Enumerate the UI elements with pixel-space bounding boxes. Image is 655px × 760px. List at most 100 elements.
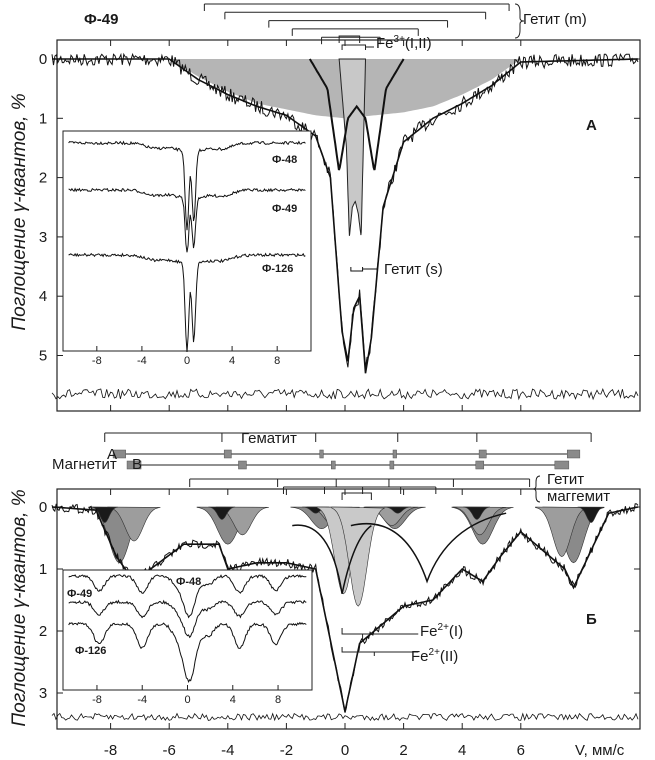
x-tick-label: -8 — [104, 742, 117, 759]
y-tick-label: 1 — [39, 561, 47, 578]
fe3-doublet-line — [308, 58, 405, 171]
x-tick-label: -2 — [280, 742, 293, 759]
goethite-s-bracket — [350, 267, 364, 272]
inset-series-label: Ф-126 — [262, 263, 293, 275]
goethite-line — [350, 512, 507, 584]
magnetite-block — [392, 449, 397, 459]
maghemite-bracket — [341, 492, 372, 500]
goethite-s-label: Гетит (s) — [384, 261, 443, 278]
inset-x-tick-label: -4 — [137, 355, 147, 367]
goethite-m-brace — [514, 3, 525, 39]
fe2-brackets — [341, 628, 419, 656]
magnetite-b-peak — [107, 506, 161, 542]
y-tick-label: 3 — [39, 685, 47, 702]
inset-x-tick-label: -8 — [92, 355, 102, 367]
fit-envelope-a — [52, 58, 639, 374]
y-axis-label-a: Поглощение γ-квантов, % — [9, 93, 30, 330]
inset-x-tick-label: -8 — [92, 694, 102, 706]
plot-frame-a — [56, 39, 641, 412]
inset-x-tick-label: 4 — [229, 355, 235, 367]
experimental-data-a — [51, 52, 639, 368]
fe2-i-label: Fe2+(I) — [420, 622, 463, 640]
x-tick-label: 6 — [517, 742, 525, 759]
hematite-peak — [208, 506, 236, 520]
inset-x-tick-label: 8 — [275, 694, 281, 706]
inset-series-label: Ф-126 — [75, 645, 106, 657]
inset-spectrum — [68, 599, 307, 639]
x-tick-label: 0 — [341, 742, 349, 759]
magnetite-block — [238, 460, 247, 470]
inset-x-tick-label: 8 — [274, 355, 280, 367]
panel-label-a: A — [586, 117, 597, 134]
goethite-b-label: Гетит — [547, 471, 584, 488]
goethite-s-area — [338, 58, 367, 236]
hematite-peak — [91, 506, 118, 523]
fe2-ii-peak — [331, 506, 385, 607]
legend-b — [104, 432, 592, 503]
magnetite-a-label: A — [107, 446, 117, 463]
magnetite-label: Магнетит — [52, 456, 117, 473]
inset-spectrum — [68, 140, 306, 231]
x-tick-label: -4 — [221, 742, 234, 759]
panel-label-b: Б — [586, 611, 597, 628]
x-tick-label: 4 — [458, 742, 466, 759]
magnetite-block — [478, 449, 487, 459]
inset-spectrum — [68, 574, 307, 619]
maghemite-label: маггемит — [547, 488, 610, 505]
inset-series-label: Ф-49 — [272, 203, 297, 215]
fe2-ii-label: Fe2+(II) — [411, 647, 458, 665]
hematite-peak — [577, 506, 605, 523]
y-tick-label: 0 — [39, 499, 47, 516]
hematite-peak — [463, 506, 491, 520]
x-tick-label: -6 — [163, 742, 176, 759]
x-axis: -8 -6 -4 -2 0 2 4 6 — [104, 40, 525, 759]
inset-spectrum — [68, 187, 306, 253]
inset-x-tick-label: -4 — [137, 694, 147, 706]
y-tick-label: 0 — [39, 51, 47, 68]
y-tick-label: 3 — [39, 229, 47, 246]
magnetite-block — [475, 460, 485, 470]
magnetite-block — [126, 460, 142, 470]
magnetite-block — [554, 460, 570, 470]
fe2-doublet-line — [292, 524, 372, 594]
y-tick-label: 4 — [39, 288, 47, 305]
magnetite-block — [223, 449, 232, 459]
magnetite-block — [112, 449, 126, 459]
spectrum-a — [51, 52, 639, 401]
sample-label-f49: Ф-49 — [84, 11, 118, 28]
magnetite-block — [389, 460, 395, 470]
y-tick-label: 5 — [39, 348, 47, 365]
magnetite-b-peak — [453, 506, 507, 536]
inset-series-label: Ф-48 — [272, 154, 297, 166]
inset-series-label: Ф-48 — [176, 576, 201, 588]
inset-frame — [62, 130, 312, 352]
y-tick-label: 2 — [39, 623, 47, 640]
inset-spectrum — [68, 252, 306, 353]
x-axis-label: V, мм/с — [575, 742, 625, 759]
fe3-bracket — [338, 35, 374, 50]
inset-b: -8 -4 0 4 8 Ф-49 Ф-48 Ф-126 — [62, 569, 313, 706]
spectrum-b — [51, 503, 639, 722]
magnetite-block — [319, 449, 324, 459]
inset-x-tick-label: 4 — [230, 694, 236, 706]
inset-a: -8 -4 0 4 8 Ф-48 Ф-49 Ф-126 — [62, 130, 312, 367]
x-tick-label: 2 — [399, 742, 407, 759]
goethite-m-label: Гетит (m) — [523, 11, 587, 28]
inset-series-label: Ф-49 — [67, 588, 92, 600]
residual-b — [51, 712, 639, 722]
plot-frame-b — [56, 488, 641, 730]
goethite-m-stick-lines — [203, 3, 525, 50]
y-axis-ticks-a: 0 1 2 3 4 5 — [39, 51, 640, 365]
magnetite-b-label: B — [132, 456, 142, 473]
inset-x-tick-label: 0 — [184, 355, 190, 367]
magnetite-block — [566, 449, 581, 459]
y-tick-label: 1 — [39, 110, 47, 127]
magnetite-b-peak — [535, 506, 589, 557]
magnetite-block — [331, 460, 336, 470]
inset-spectrum — [68, 621, 307, 684]
inset-frame — [62, 569, 313, 691]
y-tick-label: 2 — [39, 170, 47, 187]
residual-a — [51, 387, 639, 401]
inset-x-tick-label: 0 — [184, 694, 190, 706]
